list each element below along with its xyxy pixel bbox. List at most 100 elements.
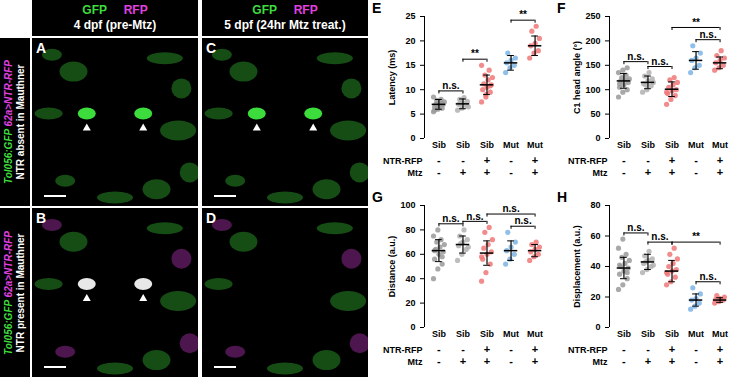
svg-text:-: -	[509, 154, 513, 166]
svg-text:Latency (ms): Latency (ms)	[387, 50, 397, 106]
svg-text:+: +	[484, 355, 490, 367]
svg-text:+: +	[532, 343, 538, 355]
svg-text:NTR-RFP: NTR-RFP	[383, 345, 423, 355]
svg-text:Mut: Mut	[688, 329, 704, 339]
svg-text:150: 150	[585, 60, 600, 70]
svg-text:Mtz: Mtz	[593, 357, 608, 367]
svg-text:+: +	[532, 154, 538, 166]
svg-text:n.s.: n.s.	[442, 80, 459, 91]
svg-text:Mtz: Mtz	[408, 357, 423, 367]
svg-text:20: 20	[405, 298, 415, 308]
svg-text:Sib: Sib	[665, 329, 680, 339]
svg-text:Sib: Sib	[456, 329, 471, 339]
svg-text:Distance (a.u.): Distance (a.u.)	[387, 236, 397, 298]
svg-text:n.s.: n.s.	[699, 29, 716, 40]
svg-text:+: +	[669, 343, 675, 355]
svg-text:n.s.: n.s.	[651, 56, 668, 67]
svg-text:-: -	[437, 166, 441, 178]
svg-text:-: -	[509, 343, 513, 355]
svg-text:+: +	[645, 166, 651, 178]
svg-text:-: -	[461, 343, 465, 355]
svg-text:+: +	[717, 154, 723, 166]
svg-text:Sib: Sib	[641, 329, 656, 339]
svg-text:+: +	[669, 355, 675, 367]
svg-text:Sib: Sib	[665, 140, 680, 150]
svg-text:NTR-RFP: NTR-RFP	[568, 156, 608, 166]
svg-text:0: 0	[410, 133, 415, 143]
svg-text:-: -	[509, 355, 513, 367]
svg-text:n.s.: n.s.	[466, 211, 483, 222]
svg-text:-: -	[694, 355, 698, 367]
svg-text:+: +	[484, 154, 490, 166]
svg-text:**: **	[692, 231, 700, 242]
svg-text:60: 60	[405, 249, 415, 259]
svg-text:**: **	[471, 48, 479, 59]
svg-text:-: -	[461, 154, 465, 166]
svg-text:250: 250	[585, 11, 600, 21]
svg-text:Sib: Sib	[617, 140, 632, 150]
svg-text:Mut: Mut	[712, 329, 728, 339]
svg-text:C1 head angle (°): C1 head angle (°)	[572, 41, 582, 114]
svg-text:40: 40	[405, 274, 415, 284]
svg-text:-: -	[694, 343, 698, 355]
svg-text:20: 20	[590, 292, 600, 302]
svg-text:-: -	[646, 154, 650, 166]
svg-text:n.s.: n.s.	[627, 51, 644, 62]
svg-text:0: 0	[595, 322, 600, 332]
svg-text:+: +	[717, 355, 723, 367]
svg-text:+: +	[645, 355, 651, 367]
svg-text:100: 100	[400, 200, 415, 210]
svg-text:200: 200	[585, 36, 600, 46]
svg-text:-: -	[694, 154, 698, 166]
svg-text:Mut: Mut	[688, 140, 704, 150]
svg-text:Sib: Sib	[480, 140, 495, 150]
svg-text:-: -	[622, 343, 626, 355]
svg-text:+: +	[717, 343, 723, 355]
svg-text:Mtz: Mtz	[593, 168, 608, 178]
svg-text:n.s.: n.s.	[442, 213, 459, 224]
svg-text:Sib: Sib	[432, 329, 447, 339]
svg-text:n.s.: n.s.	[699, 271, 716, 282]
svg-text:NTR-RFP: NTR-RFP	[383, 156, 423, 166]
svg-text:Sib: Sib	[617, 329, 632, 339]
svg-text:50: 50	[590, 109, 600, 119]
svg-text:Mut: Mut	[527, 329, 543, 339]
svg-text:Sib: Sib	[641, 140, 656, 150]
svg-text:15: 15	[405, 60, 415, 70]
svg-text:60: 60	[590, 231, 600, 241]
svg-text:n.s.: n.s.	[627, 222, 644, 233]
svg-text:NTR-RFP: NTR-RFP	[568, 345, 608, 355]
svg-text:-: -	[437, 355, 441, 367]
svg-text:+: +	[460, 166, 466, 178]
svg-text:+: +	[669, 166, 675, 178]
svg-text:5: 5	[410, 109, 415, 119]
svg-text:0: 0	[595, 133, 600, 143]
svg-text:Displacement (a.u.): Displacement (a.u.)	[572, 225, 582, 308]
svg-text:Sib: Sib	[456, 140, 471, 150]
svg-text:**: **	[519, 9, 527, 20]
svg-text:**: **	[692, 17, 700, 28]
svg-text:80: 80	[405, 225, 415, 235]
svg-text:Sib: Sib	[432, 140, 447, 150]
svg-text:+: +	[532, 166, 538, 178]
svg-text:+: +	[717, 166, 723, 178]
svg-text:-: -	[622, 166, 626, 178]
svg-text:+: +	[484, 343, 490, 355]
svg-text:0: 0	[410, 322, 415, 332]
svg-text:+: +	[669, 154, 675, 166]
svg-text:n.s.: n.s.	[651, 231, 668, 242]
svg-text:40: 40	[590, 261, 600, 271]
svg-text:+: +	[460, 355, 466, 367]
svg-text:+: +	[532, 355, 538, 367]
svg-text:-: -	[437, 343, 441, 355]
svg-text:Mut: Mut	[527, 140, 543, 150]
svg-text:20: 20	[405, 36, 415, 46]
svg-text:-: -	[694, 166, 698, 178]
svg-text:Mut: Mut	[503, 329, 519, 339]
svg-text:n.s.: n.s.	[514, 215, 531, 226]
svg-text:10: 10	[405, 85, 415, 95]
svg-text:-: -	[622, 154, 626, 166]
svg-text:n.s.: n.s.	[502, 203, 519, 214]
svg-text:Mtz: Mtz	[408, 168, 423, 178]
svg-text:80: 80	[590, 200, 600, 210]
